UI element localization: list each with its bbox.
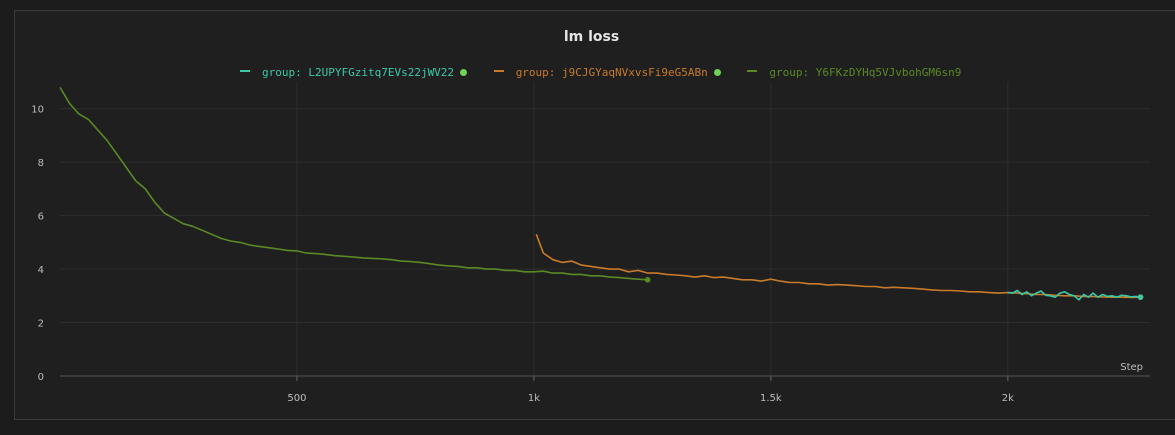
- y-tick-label: 6: [38, 212, 44, 223]
- legend-active-dot-series-2: [713, 68, 721, 76]
- series-end-point-3: [644, 276, 651, 283]
- y-tick-label: 2: [38, 319, 44, 330]
- x-tick-label: 1.5k: [760, 393, 782, 404]
- y-tick-label: 4: [38, 265, 44, 276]
- series-line-2: [535, 234, 1141, 299]
- chart-title: lm loss: [563, 29, 620, 45]
- legend-swatch-series-2: [493, 70, 504, 72]
- series-end-point-1: [1137, 294, 1144, 300]
- x-axis-label: Step: [1120, 362, 1143, 373]
- legend[interactable]: group: L2UPYFGzitq7EVs22jWV22 group: j9C…: [240, 66, 981, 80]
- x-tick-label: 1k: [528, 393, 540, 404]
- legend-swatch-series-3: [747, 70, 758, 72]
- series-line-3: [59, 86, 648, 281]
- series-line-1: [1007, 289, 1141, 301]
- legend-label-series-1: group: L2UPYFGzitq7EVs22jWV22: [262, 66, 455, 79]
- x-tick-label: 2k: [1002, 393, 1014, 404]
- y-tick-label: 8: [38, 158, 44, 169]
- legend-label-series-3: group: Y6FKzDYHq5VJvbohGM6sn9: [769, 66, 962, 79]
- y-tick-label: 10: [31, 105, 44, 116]
- legend-item-series-1[interactable]: group: L2UPYFGzitq7EVs22jWV22: [240, 66, 468, 79]
- x-tick-label: 500: [287, 393, 306, 404]
- y-tick-label: 0: [38, 372, 44, 383]
- chart-panel: [14, 10, 1175, 420]
- legend-active-dot-series-1: [460, 68, 468, 76]
- legend-item-series-2[interactable]: group: j9CJGYaqNVxvsFi9eG5ABn: [493, 66, 721, 79]
- legend-swatch-series-1: [240, 70, 250, 72]
- legend-item-series-3[interactable]: group: Y6FKzDYHq5VJvbohGM6sn9: [747, 66, 961, 79]
- legend-label-series-2: group: j9CJGYaqNVxvsFi9eG5ABn: [515, 66, 708, 79]
